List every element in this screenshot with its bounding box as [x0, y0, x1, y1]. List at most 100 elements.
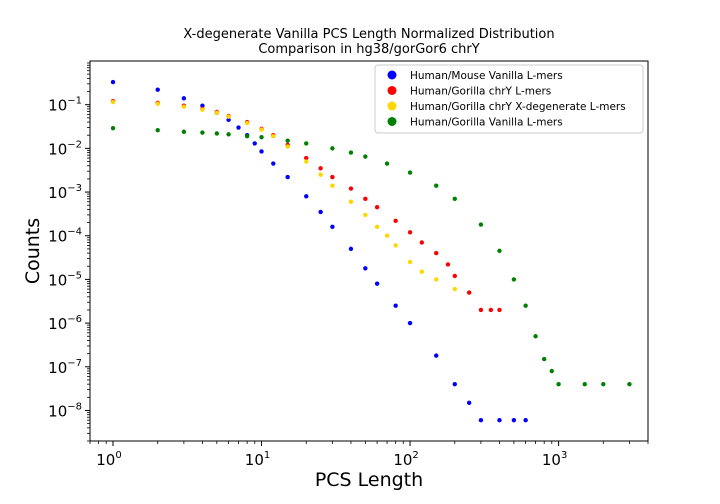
data-point — [363, 212, 368, 218]
y-tick-label: 10−3 — [48, 183, 82, 202]
plot-frame — [89, 60, 649, 442]
data-point — [271, 161, 276, 166]
data-point — [214, 131, 220, 136]
data-point — [582, 381, 587, 387]
data-point — [348, 186, 354, 191]
y-axis-label: Counts — [22, 218, 44, 284]
data-point — [407, 259, 413, 265]
legend-label: Human/Gorilla chrY L-mers — [410, 86, 551, 98]
data-point — [348, 199, 354, 204]
data-point — [497, 307, 502, 313]
data-point — [259, 127, 264, 132]
data-point — [271, 133, 276, 139]
data-point — [318, 172, 323, 177]
data-point — [200, 107, 205, 112]
data-point — [363, 266, 368, 271]
data-point — [407, 230, 413, 235]
data-point — [236, 125, 241, 130]
data-point — [452, 273, 457, 279]
data-point — [259, 149, 264, 154]
data-point — [533, 334, 538, 339]
data-point — [252, 141, 257, 146]
data-point — [452, 286, 457, 292]
data-point — [363, 196, 368, 202]
y-tick-label: 10−4 — [48, 227, 82, 246]
data-point — [110, 125, 116, 131]
y-tick-label: 10−8 — [48, 401, 82, 420]
y-tick-label: 10−2 — [48, 139, 82, 158]
data-point — [601, 381, 606, 387]
data-point — [434, 183, 439, 188]
y-axis: 10−1 10−2 10−3 10−4 10−5 10−6 10−7 10−8 — [48, 62, 90, 442]
data-point — [466, 290, 472, 295]
data-point — [226, 117, 231, 123]
data-point — [226, 114, 231, 119]
data-point — [155, 87, 160, 92]
series-3 — [110, 99, 457, 292]
data-point — [419, 269, 425, 274]
data-point — [110, 79, 116, 85]
chart-title-line-1: X-degenerate Vanilla PCS Length Normaliz… — [183, 27, 554, 42]
y-tick-label: 10−1 — [48, 96, 82, 115]
y-tick-label: 10−6 — [48, 314, 82, 333]
data-point — [226, 132, 231, 137]
legend-marker — [387, 86, 397, 95]
legend-box — [374, 64, 644, 134]
chart-title-line-2: Comparison in hg38/gorGor6 chrY — [258, 42, 479, 57]
data-point — [478, 307, 484, 313]
data-point — [511, 417, 517, 423]
legend-label: Human/Gorilla Vanilla L-mers — [410, 117, 563, 129]
legend-marker — [387, 117, 397, 126]
data-point — [285, 174, 290, 180]
data-point — [304, 194, 309, 199]
data-point — [452, 381, 457, 387]
data-point — [318, 209, 323, 215]
y-tick-label: 10−5 — [48, 270, 82, 289]
data-point — [393, 218, 398, 223]
data-point — [407, 320, 413, 326]
data-point — [511, 277, 517, 282]
x-tick-label: 102 — [393, 450, 418, 469]
data-point — [384, 233, 390, 238]
y-tick-label: 10−7 — [48, 358, 82, 377]
series-4 — [110, 125, 632, 387]
data-point — [285, 138, 290, 143]
data-point — [434, 250, 439, 256]
data-point — [541, 356, 547, 362]
data-point — [627, 381, 632, 387]
plot-area — [110, 79, 632, 423]
data-point — [374, 224, 380, 230]
data-point — [214, 110, 220, 116]
data-point — [434, 353, 439, 358]
data-point — [478, 222, 484, 227]
data-point — [407, 170, 413, 175]
data-point — [434, 277, 439, 282]
data-point — [330, 224, 335, 230]
data-point — [304, 159, 309, 164]
data-point — [200, 103, 205, 108]
data-point — [200, 130, 205, 135]
x-tick-label: 103 — [542, 450, 567, 469]
data-point — [181, 104, 187, 109]
x-axis: 100 101 102 103 — [89, 441, 649, 469]
data-point — [445, 262, 451, 267]
data-point — [330, 183, 335, 188]
data-point — [330, 146, 335, 151]
data-point — [478, 417, 484, 423]
x-tick-label: 101 — [245, 450, 270, 469]
data-point — [497, 248, 502, 254]
data-point — [393, 303, 398, 308]
data-point — [466, 400, 472, 405]
data-point — [363, 154, 368, 159]
data-point — [155, 128, 160, 133]
data-point — [549, 368, 554, 374]
data-point — [304, 141, 309, 146]
data-point — [330, 174, 335, 180]
data-point — [318, 166, 323, 171]
data-point — [244, 133, 250, 139]
data-point — [556, 381, 561, 387]
data-point — [181, 129, 187, 134]
data-point — [393, 243, 398, 248]
data-point — [419, 240, 425, 245]
data-point — [285, 144, 290, 149]
